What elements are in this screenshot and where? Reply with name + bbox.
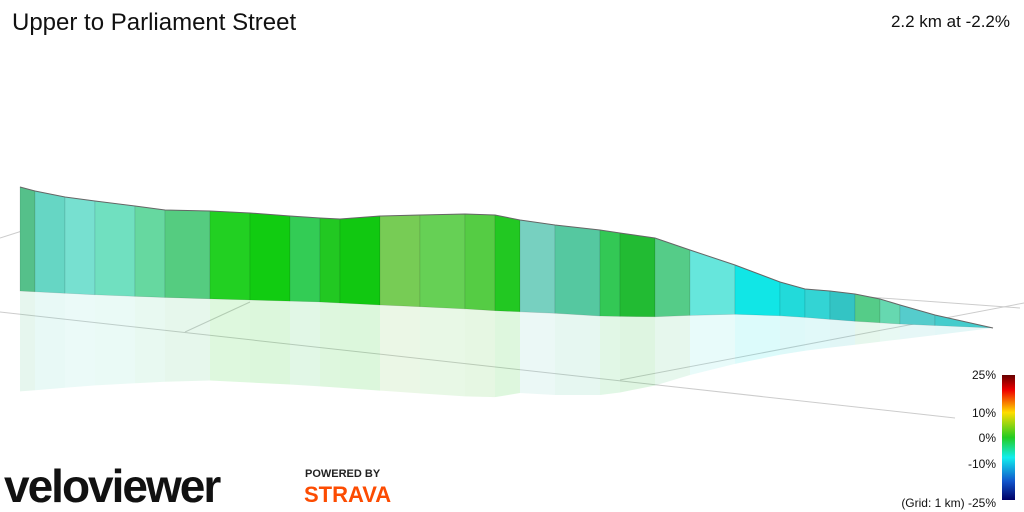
legend-label: 10% bbox=[972, 406, 996, 420]
ribbon-segment bbox=[94, 200, 136, 297]
ribbon-segment bbox=[249, 212, 291, 302]
ribbon-segment bbox=[289, 215, 321, 303]
ribbon-segment bbox=[900, 324, 935, 340]
ribbon-segment bbox=[339, 215, 381, 306]
ribbon-segment bbox=[520, 311, 555, 395]
ribbon-segment bbox=[419, 213, 466, 310]
ribbon-segment bbox=[619, 232, 656, 318]
ribbon-segment bbox=[64, 196, 96, 296]
ribbon-segment bbox=[209, 210, 251, 301]
ribbon-segment bbox=[519, 219, 556, 314]
ribbon-segment bbox=[855, 321, 880, 345]
ribbon-segment bbox=[165, 297, 210, 382]
ribbon-segment bbox=[654, 237, 691, 318]
ribbon-segment bbox=[690, 314, 735, 375]
ribbon-segment bbox=[830, 319, 855, 348]
legend-label: (Grid: 1 km) -25% bbox=[901, 496, 996, 510]
ribbon-segment bbox=[134, 205, 166, 298]
legend-label: -10% bbox=[968, 457, 996, 471]
ribbon-segment bbox=[600, 316, 620, 395]
ribbon-segment bbox=[380, 305, 420, 394]
elevation-ribbon bbox=[19, 186, 994, 398]
ribbon-segment bbox=[465, 308, 495, 398]
ribbon-segment bbox=[495, 310, 520, 398]
ribbon-segment bbox=[804, 288, 831, 320]
ribbon-segment bbox=[494, 214, 521, 313]
ribbon-segment bbox=[320, 302, 340, 388]
ribbon-segment bbox=[164, 209, 211, 300]
legend-label: 0% bbox=[979, 431, 997, 445]
ribbon-segment bbox=[899, 304, 936, 326]
ribbon-segment bbox=[779, 281, 806, 318]
ribbon-edge bbox=[19, 186, 994, 329]
ribbon-segment bbox=[420, 306, 465, 397]
ribbon-segment bbox=[554, 224, 601, 317]
ribbon-segment bbox=[20, 291, 35, 392]
ribbon-segment bbox=[689, 249, 736, 316]
ribbon-segment bbox=[95, 294, 135, 386]
ribbon-segment bbox=[655, 315, 690, 386]
ribbon-segment bbox=[620, 316, 655, 393]
ribbon-segment bbox=[935, 325, 993, 336]
legend-label: 25% bbox=[972, 368, 996, 382]
ribbon-segment bbox=[805, 317, 830, 351]
ribbon-segment bbox=[340, 303, 380, 391]
powered-by: POWERED BY bbox=[305, 468, 381, 480]
ribbon-segment bbox=[734, 264, 781, 317]
ribbon-segment bbox=[19, 186, 36, 293]
ribbon-segment bbox=[880, 322, 900, 342]
ribbon-segment bbox=[210, 298, 250, 383]
ribbon-segment bbox=[65, 293, 95, 388]
ribbon-segment bbox=[464, 213, 496, 312]
ribbon-segment bbox=[35, 291, 65, 391]
ribbon-segment bbox=[735, 314, 780, 364]
summary: 2.2 km at -2.2% bbox=[890, 12, 1010, 31]
title: Upper to Parliament Street bbox=[12, 9, 297, 36]
ribbon-segment bbox=[250, 300, 290, 385]
gradient-scale bbox=[1002, 375, 1015, 500]
ribbon-segment bbox=[829, 290, 856, 322]
logo: veloviewer bbox=[4, 460, 221, 512]
ribbon-segment bbox=[319, 217, 341, 304]
ribbon-segment bbox=[879, 298, 901, 325]
ribbon-segment bbox=[555, 313, 600, 395]
ribbon-segment bbox=[34, 190, 66, 294]
strava-logo: STRAVA bbox=[304, 482, 391, 507]
ribbon-segment bbox=[135, 296, 165, 384]
ribbon-segment bbox=[290, 301, 320, 387]
ribbon-segment bbox=[379, 214, 421, 308]
ribbon-segment bbox=[599, 229, 621, 317]
ribbon-segment bbox=[780, 315, 805, 355]
